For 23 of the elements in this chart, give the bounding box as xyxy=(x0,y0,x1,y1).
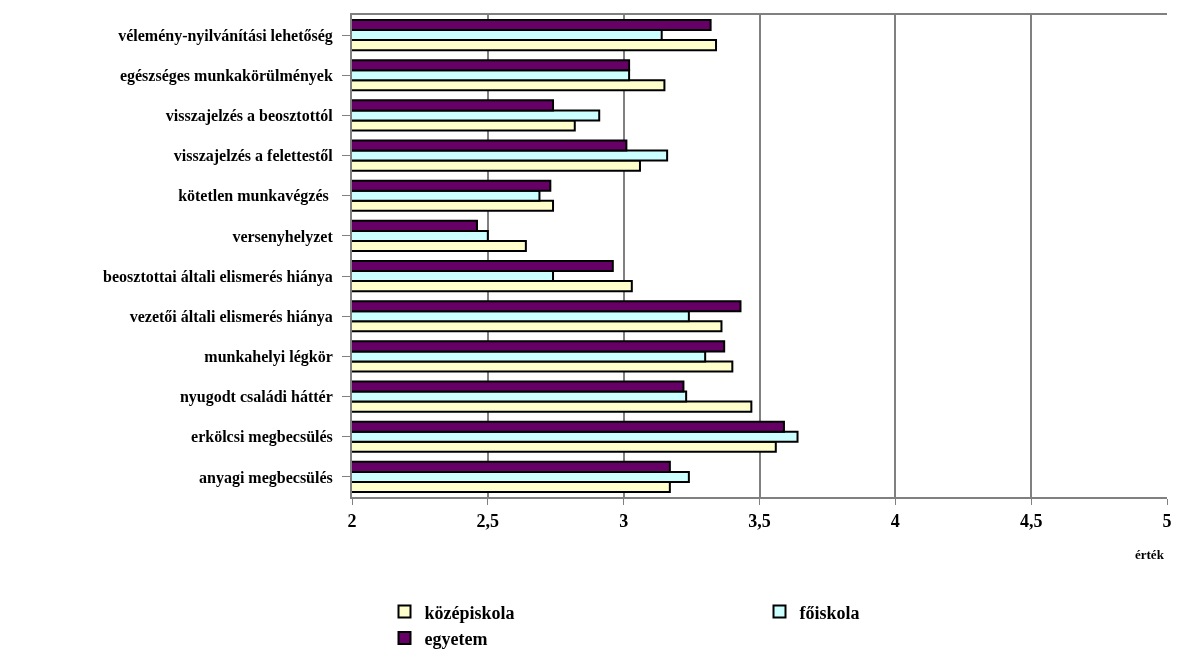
x-tick-label: 5 xyxy=(1162,510,1172,531)
x-tick-label: 3,5 xyxy=(748,510,771,531)
y-tick-label: vezetői általi elismerés hiánya xyxy=(129,307,333,326)
x-tick-label: 4 xyxy=(890,510,900,531)
legend-label: főiskola xyxy=(799,602,860,623)
y-tick-label: versenyhelyzet xyxy=(232,227,334,246)
y-tick-label: kötetlen munkavégzés xyxy=(178,187,333,206)
y-tick-label: egészséges munkakörülmények xyxy=(119,66,333,85)
x-tick-label: 2 xyxy=(347,510,357,531)
x-tick-label: 3 xyxy=(619,510,629,531)
x-tick-label: 4,5 xyxy=(1019,510,1043,531)
y-tick-label: nyugodt családi háttér xyxy=(179,388,333,407)
y-tick-label: visszajelzés a felettestől xyxy=(173,147,334,166)
x-tick-label: 2,5 xyxy=(476,510,500,531)
y-tick-label: visszajelzés a beosztottól xyxy=(165,107,334,126)
y-tick-label: vélemény-nyilvánítási lehetőség xyxy=(118,26,333,45)
y-tick-label: erkölcsi megbecsülés xyxy=(191,428,333,447)
y-tick-label: anyagi megbecsülés xyxy=(199,468,333,487)
y-tick-label: munkahelyi légkör xyxy=(204,348,333,367)
x-axis-title: érték xyxy=(1135,547,1165,562)
legend-label: középiskola xyxy=(424,602,515,623)
legend-label: egyetem xyxy=(424,629,488,650)
y-tick-label: beosztottai általi elismerés hiánya xyxy=(103,267,333,286)
